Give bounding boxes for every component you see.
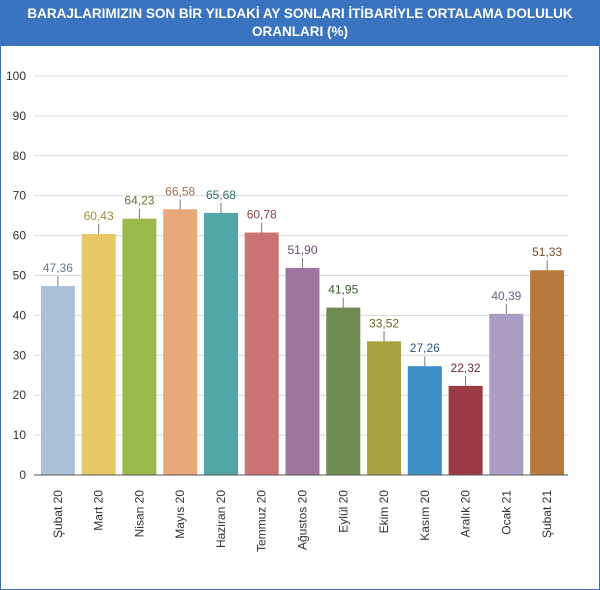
value-label: 60,43 [84,209,114,223]
y-tick-label: 40 [13,308,27,322]
value-label: 65,68 [206,188,236,202]
x-category-label: Nisan 20 [132,490,146,538]
value-label: 47,36 [43,261,73,275]
x-category-label: Mayıs 20 [173,490,187,539]
value-label: 64,23 [124,194,154,208]
value-label: 51,90 [287,243,317,257]
x-axis-labels: Şubat 20 Mart 20 Nisan 20 Mayıs 20 Haziran 2… [51,490,554,552]
bar [448,385,483,475]
bar [163,209,198,476]
bar [407,366,442,475]
bar [122,218,157,475]
y-tick-label: 30 [13,348,27,362]
x-category-label: Şubat 21 [540,490,554,538]
x-category-label: Mart 20 [92,490,106,531]
x-category-label: Ocak 21 [499,490,513,535]
y-tick-label: 0 [19,468,26,482]
y-tick-label: 20 [13,388,27,402]
y-tick-label: 100 [6,69,26,83]
value-label: 60,78 [247,207,277,221]
bar [40,286,75,475]
bar [367,341,401,475]
bar [204,212,238,475]
value-label: 33,52 [369,316,399,330]
bar [326,307,361,475]
y-axis-ticks: 0 10 20 30 40 50 60 70 80 90 100 [6,69,26,482]
bar [81,233,116,475]
x-category-label: Eylül 20 [336,490,350,533]
x-category-label: Ekim 20 [377,490,391,534]
chart-title-line-2: ORANLARI (%) [252,24,348,39]
value-leader-lines [57,199,548,386]
x-category-label: Haziran 20 [214,490,228,548]
value-label: 40,39 [491,289,521,303]
chart-title-line-1: BARAJLARIMIZIN SON BİR YILDAKİ AY SONLAR… [27,6,573,21]
value-label: 27,26 [410,341,440,355]
value-labels: 47,36 60,43 64,23 66,58 65,68 60,78 51,90 41,95… [43,184,563,375]
value-label: 51,33 [532,245,562,259]
value-label: 41,95 [328,283,358,297]
x-category-label: Temmuz 20 [255,490,269,552]
x-category-label: Ağustos 20 [296,490,310,550]
x-category-label: Kasım 20 [418,490,432,541]
bar [489,313,524,475]
bar [530,270,565,475]
y-tick-label: 90 [13,109,27,123]
y-tick-label: 60 [13,229,27,243]
bars [40,209,565,476]
value-label: 66,58 [165,184,195,198]
y-tick-label: 10 [13,428,27,442]
bar [285,267,320,475]
y-tick-label: 50 [13,269,27,283]
value-label: 22,32 [451,361,481,375]
y-tick-label: 70 [13,189,27,203]
x-category-label: Aralık 20 [459,490,473,538]
bar [244,232,279,475]
x-category-label: Şubat 20 [51,490,65,538]
y-tick-label: 80 [13,149,27,163]
chart-title: BARAJLARIMIZIN SON BİR YILDAKİ AY SONLAR… [0,0,600,46]
